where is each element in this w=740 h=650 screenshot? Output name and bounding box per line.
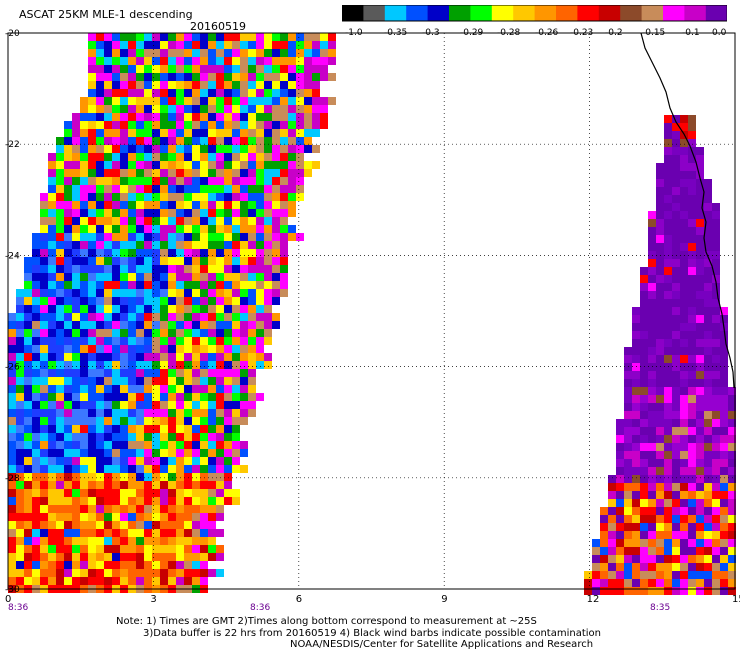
map-date: 20160519 (190, 20, 246, 33)
colorbar-swatch (577, 5, 600, 21)
colorbar-swatch (705, 5, 727, 21)
colorbar-swatch (363, 5, 386, 21)
colorbar-swatch (384, 5, 407, 21)
map-title: ASCAT 25KM MLE-1 descending (19, 8, 193, 21)
colorbar-swatch (427, 5, 450, 21)
y-tick-label: -20 (5, 29, 20, 39)
colorbar-swatch (598, 5, 621, 21)
x-tick-label: 6 (296, 594, 302, 605)
time-label: 8:35 (650, 603, 670, 613)
colorbar-swatch (534, 5, 557, 21)
x-tick-label: 3 (150, 594, 156, 605)
colorbar-swatch (342, 5, 364, 21)
colorbar-swatch (513, 5, 536, 21)
note-line-2: 3)Data buffer is 22 hrs from 20160519 4)… (143, 628, 601, 639)
colorbar-swatch (556, 5, 578, 21)
colorbar-swatch (620, 5, 643, 21)
time-label: 8:36 (250, 603, 270, 613)
colorbar-swatch (684, 5, 707, 21)
time-label: 8:36 (8, 603, 28, 613)
y-tick-label: -28 (5, 474, 20, 484)
x-tick-label: 15 (732, 594, 740, 605)
y-tick-label: -26 (5, 363, 20, 373)
colorbar-swatch (406, 5, 429, 21)
map-frame (7, 32, 736, 590)
y-tick-label: -30 (5, 585, 20, 595)
colorbar-swatch (491, 5, 514, 21)
note-line-1: Note: 1) Times are GMT 2)Times along bot… (116, 616, 537, 627)
x-tick-label: 12 (587, 594, 600, 605)
note-line-3: NOAA/NESDIS/Center for Satellite Applica… (290, 639, 594, 650)
scatterometer-map: 0 3 6 9 12 15 -20 -22 -24 -26 -28 -30 8:36 8:36 8:35 (5, 29, 740, 613)
coastline (640, 32, 735, 389)
x-tick-label: 9 (441, 594, 447, 605)
colorbar-swatch (470, 5, 493, 21)
y-tick-label: -22 (5, 140, 20, 150)
swath-data (8, 33, 736, 595)
colorbar-swatch (641, 5, 664, 21)
colorbar-swatch (663, 5, 685, 21)
x-tick-label: 0 (5, 594, 11, 605)
colorbar-swatch (449, 5, 471, 21)
colorbar: -1.0 -0.35 -0.3 -0.29 -0.28 -0.26 -0.23 -0.2 -0.… (342, 5, 727, 38)
y-tick-label: -24 (5, 251, 20, 261)
